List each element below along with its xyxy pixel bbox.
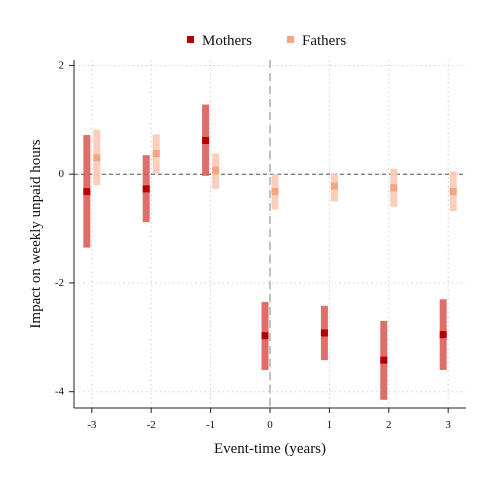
fathers-point [449, 188, 457, 196]
x-axis-title: Event-time (years) [214, 441, 326, 457]
mothers-point [320, 329, 328, 337]
mothers-point [439, 331, 447, 339]
x-tick-label: 0 [267, 419, 273, 431]
fathers-point [330, 182, 338, 190]
series-marks [83, 104, 457, 400]
axes: -3 -2 -1 0 1 2 3 -4 -2 0 2 Event-time (years) Impact… [28, 59, 466, 457]
fathers-point [390, 184, 398, 192]
y-tick-label: -4 [55, 386, 65, 398]
reference-lines [74, 60, 466, 408]
y-tick-label: 2 [59, 59, 65, 71]
x-tick-label: -3 [87, 419, 97, 431]
fathers-point [212, 166, 220, 174]
legend: Mothers Fathers [187, 33, 346, 49]
fathers-legend-swatch [287, 36, 294, 43]
mothers-legend-label: Mothers [202, 33, 252, 49]
x-tick-label: 2 [386, 419, 392, 431]
fathers-point [152, 150, 160, 158]
mothers-point [261, 332, 269, 340]
mothers-point [202, 136, 210, 144]
x-tick-label: 1 [327, 419, 333, 431]
mothers-point [380, 356, 388, 364]
fathers-point [93, 154, 101, 162]
mothers-legend-swatch [187, 36, 194, 43]
x-tick-label: 3 [445, 419, 451, 431]
y-axis-title: Impact on weekly unpaid hours [28, 139, 44, 328]
mothers-point [142, 185, 150, 193]
x-tick-label: -2 [147, 419, 156, 431]
y-tick-label: 0 [59, 168, 65, 180]
fathers-point [271, 188, 279, 196]
x-tick-label: -1 [206, 419, 215, 431]
mothers-point [83, 188, 91, 196]
y-tick-label: -2 [55, 277, 64, 289]
fathers-legend-label: Fathers [302, 33, 346, 49]
